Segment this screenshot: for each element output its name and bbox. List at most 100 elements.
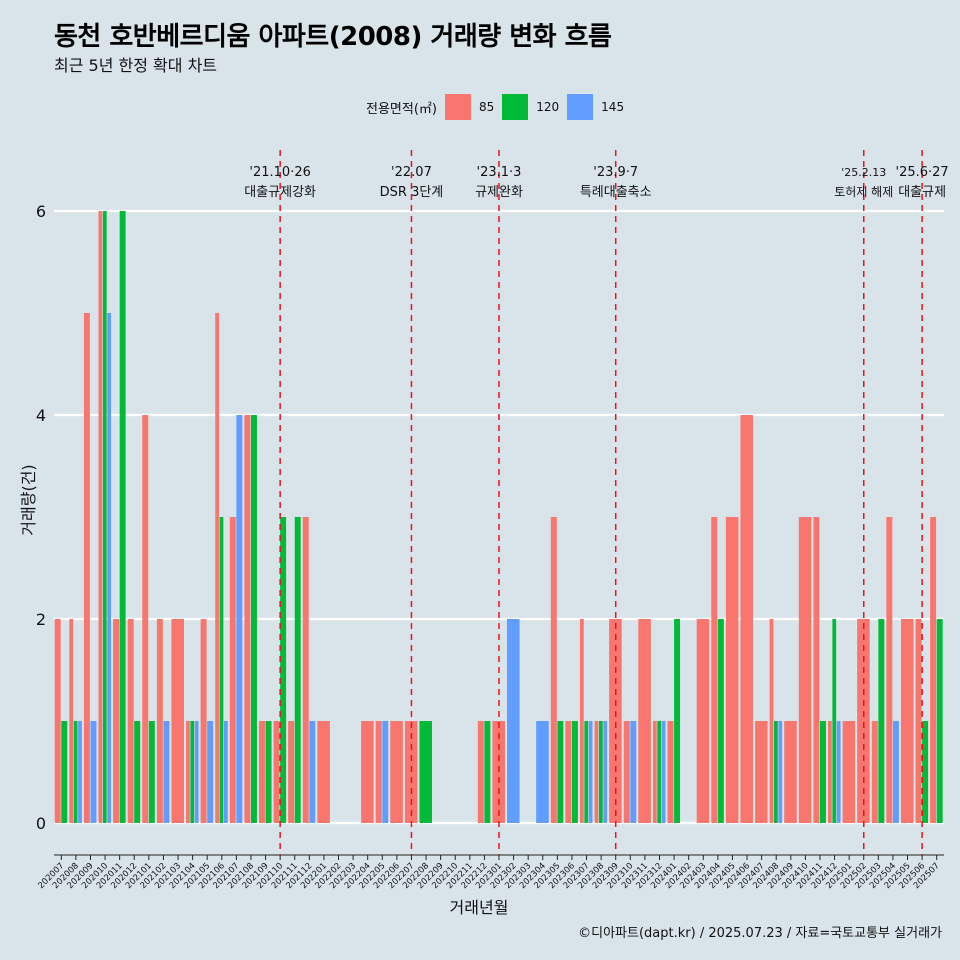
bar-85-202308 [594, 721, 599, 823]
bar-85-202104 [186, 721, 190, 823]
bar-145-202106 [223, 721, 228, 823]
bar-85-202312 [652, 721, 657, 823]
bar-85-202403 [696, 619, 710, 823]
bar-120-202011 [119, 211, 126, 823]
bar-120-202101 [148, 721, 155, 823]
bar-85-202503 [871, 721, 878, 823]
event-date-202110: '21.10·26 [249, 165, 310, 180]
bar-85-202501 [842, 721, 856, 823]
event-label-202110: 대출규제강화 [244, 185, 316, 200]
event-date-202309: '23.9·7 [593, 165, 638, 180]
bar-120-202503 [878, 619, 885, 823]
bar-120-202109 [265, 721, 272, 823]
bar-85-202307 [579, 619, 584, 823]
bar-85-202105 [200, 619, 207, 823]
y-tick-label: 0 [36, 814, 46, 833]
event-label-202309: 특례대출축소 [580, 185, 652, 200]
event-date-202506: '25.6·27 [896, 165, 949, 180]
bar-120-202411 [819, 721, 826, 823]
y-tick-label: 6 [36, 202, 46, 221]
x-axis-title: 거래년월 [450, 898, 509, 917]
bar-85-202305 [550, 517, 557, 823]
bar-120-202012 [134, 721, 141, 823]
event-date-202207: '22.07 [391, 165, 432, 180]
bar-85-202106 [215, 313, 219, 823]
event-label-202301: 규제완화 [475, 185, 523, 200]
bar-85-202405 [725, 517, 739, 823]
bar-120-202110 [280, 517, 287, 823]
bar-120-202306 [571, 721, 578, 823]
bar-85-202502 [857, 619, 870, 823]
bar-145-202205 [382, 721, 389, 823]
bar-145-202104 [194, 721, 199, 823]
bar-120-202108 [250, 415, 257, 823]
bar-120-202408 [774, 721, 778, 823]
bar-120-202308 [598, 721, 603, 823]
y-axis-title: 거래량(건) [19, 464, 38, 535]
event-date-202502: '25.2.13 [841, 166, 886, 179]
bar-85-202412 [828, 721, 832, 823]
bar-85-202102 [156, 619, 163, 823]
bar-145-202312 [661, 721, 666, 823]
bar-85-202407 [755, 721, 768, 823]
bar-85-202411 [813, 517, 820, 823]
bar-85-202301 [492, 721, 505, 823]
bar-145-202302 [507, 619, 520, 823]
bar-85-202007 [54, 619, 61, 823]
bar-145-202504 [892, 721, 899, 823]
bar-85-202309 [609, 619, 622, 823]
legend-item-85: 85 [444, 94, 494, 120]
bar-120-202412 [832, 619, 837, 823]
bar-145-202009 [90, 721, 97, 823]
bar-120-202212 [484, 721, 491, 823]
bar-85-202505 [900, 619, 914, 823]
legend-item-120: 120 [502, 94, 559, 120]
bar-85-202101 [142, 415, 149, 823]
bar-85-202201 [317, 721, 330, 823]
bar-85-202205 [375, 721, 382, 823]
event-date-202301: '23.1·3 [477, 165, 522, 180]
bar-145-202112 [309, 721, 316, 823]
bar-120-202401 [674, 619, 681, 823]
bar-120-202404 [717, 619, 724, 823]
bar-85-202204 [361, 721, 374, 823]
bar-85-202506 [915, 619, 922, 823]
y-tick-label: 2 [36, 610, 46, 629]
bar-145-202010 [107, 313, 112, 823]
bar-85-202401 [667, 721, 674, 823]
event-label-202506: 대출규제 [898, 185, 946, 200]
bar-145-202408 [778, 721, 783, 823]
bar-120-202111 [294, 517, 301, 823]
bar-85-202010 [98, 211, 103, 823]
bar-85-202409 [784, 721, 797, 823]
bar-120-202312 [657, 721, 662, 823]
event-label-202207: DSR 3단계 [380, 185, 444, 200]
bar-85-202012 [127, 619, 134, 823]
bar-120-202010 [102, 211, 107, 823]
bar-85-202406 [740, 415, 753, 823]
bar-85-202306 [565, 721, 572, 823]
bar-145-202307 [588, 721, 593, 823]
bar-145-202412 [836, 721, 841, 823]
legend-title: 전용면적(㎡) [366, 101, 437, 117]
legend: 전용면적(㎡) 85 120 145 [366, 94, 632, 120]
bar-85-202110 [273, 721, 280, 823]
source-caption: ©디아파트(dapt.kr) / 2025.07.23 / 자료=국토교통부 실… [578, 926, 942, 941]
bar-120-202106 [219, 517, 224, 823]
bar-85-202410 [798, 517, 812, 823]
bar-85-202404 [711, 517, 718, 823]
bar-120-202305 [557, 721, 564, 823]
bar-85-202107 [229, 517, 236, 823]
bar-85-202212 [477, 721, 484, 823]
bar-145-202304 [536, 721, 549, 823]
bar-120-202507 [936, 619, 943, 823]
chart-subtitle: 최근 5년 한정 확대 차트 [54, 56, 218, 75]
bar-120-202307 [584, 721, 589, 823]
bar-85-202111 [288, 721, 295, 823]
legend-label-120: 120 [536, 100, 560, 114]
event-label-202502: 토허제 해제 [834, 185, 893, 199]
bar-85-202408 [769, 619, 774, 823]
bar-120-202008 [73, 721, 78, 823]
bar-145-202107 [236, 415, 243, 823]
